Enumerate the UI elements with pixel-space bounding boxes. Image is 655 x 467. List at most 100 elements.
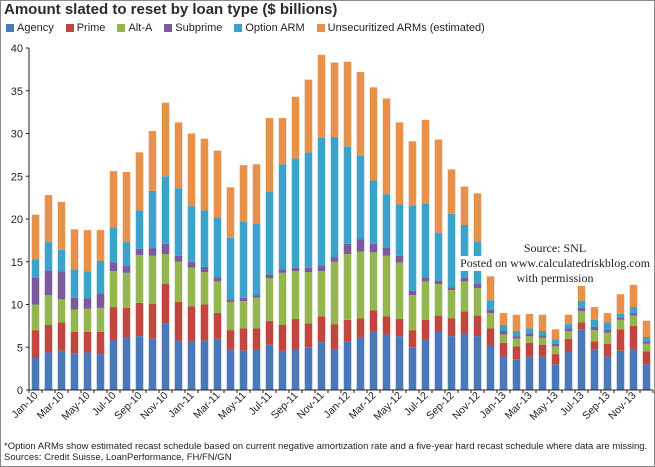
bar-segment-unsecuritized-arms-estimated (31, 214, 40, 260)
bar-segment-unsecuritized-arms-estimated (564, 314, 573, 325)
bar-segment-agency (226, 349, 235, 390)
bar-segment-prime (564, 338, 573, 352)
bar-segment-unsecuritized-arms-estimated (486, 276, 495, 301)
bar-segment-agency (499, 356, 508, 390)
x-tick-label: May-13 (527, 390, 560, 423)
bar-segment-agency (161, 323, 170, 390)
bar-segment-alt-a (642, 343, 651, 352)
bar-segment-prime (135, 302, 144, 337)
x-tick-label: Jan-13 (477, 390, 508, 421)
bar-segment-alt-a (31, 304, 40, 331)
bar-segment-unsecuritized-arms-estimated (369, 87, 378, 181)
bar-segment-alt-a (122, 272, 131, 308)
x-tick-label: May-12 (371, 390, 404, 423)
bar-segment-option-arm (369, 180, 378, 244)
bar-segment-prime (304, 323, 313, 348)
bar-segment-unsecuritized-arms-estimated (343, 61, 352, 147)
x-tick-label: Nov-13 (606, 390, 639, 423)
x-tick-label: Sep-10 (112, 390, 145, 423)
bar-segment-prime (291, 319, 300, 349)
bar-segment-agency (200, 340, 209, 390)
bar-segment-subprime (31, 278, 40, 305)
bar-segment-prime (447, 318, 456, 337)
bar-segment-prime (226, 330, 235, 350)
bar-segment-option-arm (57, 249, 66, 272)
bar-segment-alt-a (317, 271, 326, 317)
legend-item-unsecuritized-arms: Unsecuritized ARMs (estimated) (316, 22, 485, 34)
bar-segment-unsecuritized-arms-estimated (239, 165, 248, 222)
legend-swatch-alt-a (117, 24, 126, 32)
bar-segment-alt-a (343, 254, 352, 320)
bar-segment-prime (499, 342, 508, 357)
bar-segment-unsecuritized-arms-estimated (187, 133, 196, 207)
bar-segment-unsecuritized-arms-estimated (44, 195, 53, 243)
bar-segment-alt-a (564, 331, 573, 339)
bar-segment-subprime (577, 307, 586, 312)
bar-segment-prime (109, 307, 118, 341)
bar-segment-option-arm (590, 319, 599, 327)
bar-segment-unsecuritized-arms-estimated (57, 201, 66, 250)
bar-segment-prime (590, 341, 599, 350)
bar-segment-option-arm (291, 158, 300, 268)
legend-label-unsecuritized-arms: Unsecuritized ARMs (estimated) (327, 22, 485, 34)
bar-segment-prime (161, 283, 170, 324)
bar-segment-subprime (278, 269, 287, 273)
bar-segment-prime (239, 328, 248, 351)
bar-segment-alt-a (434, 283, 443, 316)
bar-segment-prime (460, 311, 469, 334)
bar-segment-alt-a (174, 261, 183, 302)
bar-segment-unsecuritized-arms-estimated (473, 193, 482, 242)
bar-segment-unsecuritized-arms-estimated (629, 284, 638, 308)
bar-segment-alt-a (408, 295, 417, 331)
legend-label-prime: Prime (76, 22, 106, 34)
bar-segment-agency (239, 350, 248, 390)
bar-segment-subprime (83, 298, 92, 309)
bar-segment-alt-a (148, 255, 157, 304)
bar-segment-agency (577, 329, 586, 390)
bar-segment-agency (395, 336, 404, 390)
permission-line: with permission (515, 271, 595, 286)
bar-segment-option-arm (603, 322, 612, 330)
bar-segment-unsecuritized-arms-estimated (135, 152, 144, 211)
bar-segment-option-arm (642, 336, 651, 342)
bar-segment-alt-a (278, 272, 287, 326)
bar-segment-option-arm (512, 331, 521, 337)
x-tick-label: Sep-12 (424, 390, 457, 423)
bar-segment-agency (512, 359, 521, 390)
bar-segment-subprime (213, 277, 222, 282)
bar-segment-option-arm (31, 259, 40, 278)
bar-segment-agency (434, 331, 443, 390)
bar-segment-option-arm (356, 155, 365, 240)
bar-segment-option-arm (486, 300, 495, 310)
bar-segment-option-arm (187, 206, 196, 262)
bar-segment-prime (525, 342, 534, 357)
footnote-sources: Sources: Credit Suisse, LoanPerformance,… (4, 452, 232, 463)
bar-segment-unsecuritized-arms-estimated (512, 314, 521, 332)
bar-segment-alt-a (382, 255, 391, 317)
bar-segment-option-arm (551, 339, 560, 344)
bar-segment-subprime (122, 266, 131, 273)
bar-segment-subprime (135, 248, 144, 255)
bar-segment-unsecuritized-arms-estimated (356, 71, 365, 156)
bar-segment-agency (369, 331, 378, 390)
bar-segment-unsecuritized-arms-estimated (291, 96, 300, 159)
bar-segment-prime (356, 318, 365, 337)
bar-segment-alt-a (447, 289, 456, 319)
bar-segment-agency (317, 342, 326, 390)
bar-segment-unsecuritized-arms-estimated (252, 164, 261, 224)
bar-segment-subprime (369, 243, 378, 253)
bar-segment-unsecuritized-arms-estimated (200, 138, 209, 211)
bar-segment-subprime (460, 278, 469, 282)
bar-segment-subprime (96, 293, 105, 308)
bar-segment-unsecuritized-arms-estimated (382, 98, 391, 195)
bar-segment-unsecuritized-arms-estimated (226, 187, 235, 238)
bar-segment-agency (135, 336, 144, 390)
legend-label-option-arm: Option ARM (245, 22, 305, 34)
bar-segment-prime (44, 325, 53, 353)
bar-segment-agency (96, 354, 105, 390)
bar-segment-subprime (70, 297, 79, 310)
bar-segment-agency (486, 345, 495, 390)
x-tick-label: Nov-10 (138, 390, 171, 423)
y-tick-label: 5 (17, 342, 23, 354)
